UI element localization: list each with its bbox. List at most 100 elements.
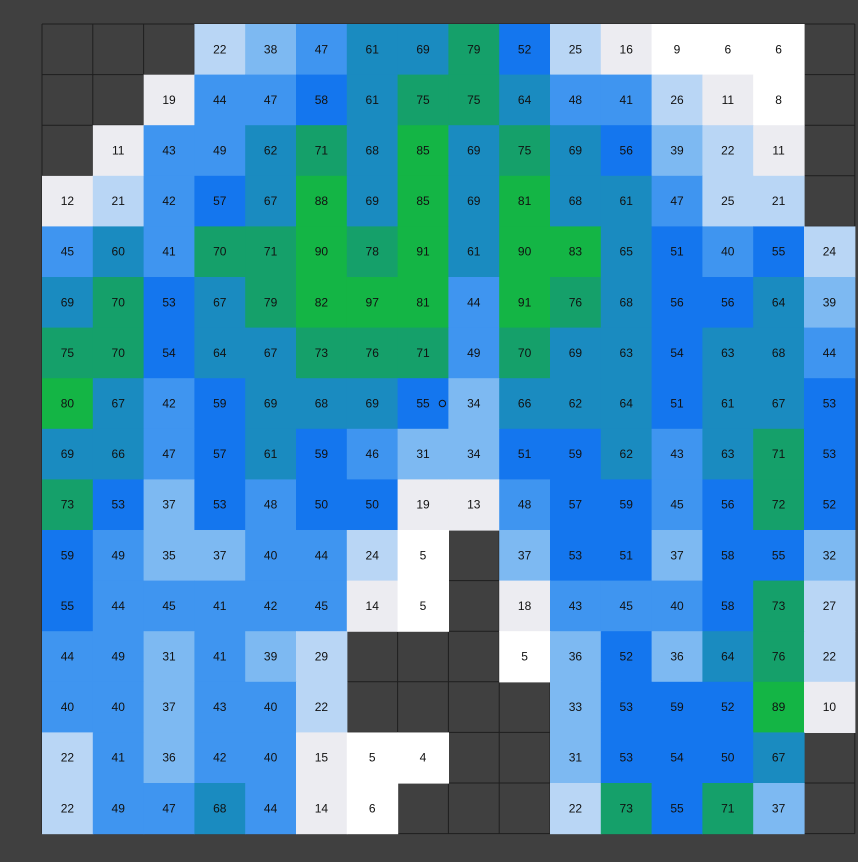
cell-value-label: 68 <box>772 346 786 360</box>
cell-value-label: 27 <box>823 599 837 613</box>
heatmap-cell <box>346 378 399 430</box>
heatmap-cell <box>92 631 145 683</box>
heatmap-cell <box>550 732 602 784</box>
marker-circle <box>438 399 447 408</box>
cell-value-label: 63 <box>620 346 634 360</box>
cell-value-label: 64 <box>620 397 634 411</box>
heatmap-cell <box>245 74 297 126</box>
cell-value-label: 5 <box>420 599 427 613</box>
cell-value-label: 55 <box>772 245 786 259</box>
cell-value-label: 64 <box>721 650 735 664</box>
cell-value-label: 69 <box>366 194 380 208</box>
heatmap-cell <box>804 327 856 379</box>
heatmap-cell <box>550 580 602 632</box>
cell-value-label: 32 <box>823 548 837 562</box>
cell-value-label: 40 <box>264 751 278 765</box>
cell-value-label: 79 <box>467 42 481 56</box>
heatmap-cell <box>397 24 449 76</box>
heatmap-cell <box>194 783 246 835</box>
cell-value-label: 37 <box>772 801 786 815</box>
heatmap-cell <box>194 428 246 480</box>
cell-value-label: 59 <box>61 548 75 562</box>
cell-value-label: 47 <box>162 447 176 461</box>
cell-value-label: 56 <box>721 498 735 512</box>
cell-value-label: 59 <box>213 397 227 411</box>
heatmap-cell <box>346 428 399 480</box>
heatmap-cell <box>550 175 602 227</box>
cell-value-label: 68 <box>315 397 329 411</box>
heatmap-cell <box>296 732 348 784</box>
cell-value-label: 56 <box>721 295 735 309</box>
heatmap-cell <box>296 580 348 632</box>
cell-value-label: 91 <box>518 295 532 309</box>
heatmap-cell <box>296 24 348 76</box>
heatmap-cell <box>804 378 856 430</box>
heatmap-cell <box>804 226 856 278</box>
cell-value-label: 71 <box>264 245 278 259</box>
heatmap-cell <box>600 732 653 784</box>
heatmap-cell <box>143 479 195 531</box>
cell-value-label: 31 <box>162 650 176 664</box>
heatmap-cell <box>194 327 246 379</box>
cell-value-label: 47 <box>162 801 176 815</box>
heatmap-cell <box>397 175 449 227</box>
heatmap-cell <box>397 74 449 126</box>
cell-value-label: 69 <box>569 144 583 158</box>
cell-value-label: 80 <box>61 397 75 411</box>
heatmap-cell <box>92 277 145 329</box>
heatmap-cell <box>346 327 399 379</box>
heatmap-cell <box>753 631 805 683</box>
cell-value-label: 63 <box>721 346 735 360</box>
heatmap-cell <box>702 226 754 278</box>
cell-value-label: 81 <box>518 194 532 208</box>
cell-value-label: 68 <box>213 801 227 815</box>
heatmap-cell <box>753 428 805 480</box>
cell-value-label: 55 <box>416 397 430 411</box>
heatmap-cell <box>346 580 399 632</box>
cell-value-label: 55 <box>772 548 786 562</box>
heatmap-cell <box>296 125 348 177</box>
cell-value-label: 22 <box>61 751 75 765</box>
heatmap-cell <box>753 277 805 329</box>
cell-value-label: 70 <box>112 346 126 360</box>
cell-value-label: 64 <box>213 346 227 360</box>
heatmap-cell <box>550 24 602 76</box>
cell-value-label: 49 <box>112 548 126 562</box>
heatmap-cell <box>245 580 297 632</box>
cell-value-label: 22 <box>61 801 75 815</box>
heatmap-cell <box>42 277 94 329</box>
cell-value-label: 24 <box>823 245 837 259</box>
heatmap-cell <box>702 74 754 126</box>
cell-value-label: 53 <box>569 548 583 562</box>
heatmap-cell <box>42 479 94 531</box>
cell-value-label: 40 <box>112 700 126 714</box>
cell-value-label: 68 <box>569 194 583 208</box>
heatmap-cell <box>702 479 754 531</box>
heatmap-cell <box>753 327 805 379</box>
heatmap-cell <box>448 24 500 76</box>
heatmap-cell <box>296 530 348 582</box>
cell-value-label: 69 <box>467 144 481 158</box>
cell-value-label: 66 <box>518 397 532 411</box>
heatmap-cell <box>92 580 145 632</box>
cell-value-label: 67 <box>772 397 786 411</box>
heatmap-cell <box>245 783 297 835</box>
heatmap-cell <box>143 74 195 126</box>
cell-value-label: 59 <box>569 447 583 461</box>
cell-value-label: 18 <box>518 599 532 613</box>
cell-value-label: 44 <box>61 650 75 664</box>
heatmap-cell <box>92 175 145 227</box>
cell-value-label: 75 <box>518 144 532 158</box>
heatmap-cell <box>397 226 449 278</box>
cell-value-label: 54 <box>670 751 684 765</box>
cell-value-label: 51 <box>620 548 634 562</box>
cell-value-label: 36 <box>569 650 583 664</box>
cell-value-label: 85 <box>416 194 430 208</box>
heatmap-cell <box>42 175 94 227</box>
cell-value-label: 43 <box>162 144 176 158</box>
cell-value-label: 24 <box>366 548 380 562</box>
heatmap-cell <box>296 226 348 278</box>
heatmap-cell <box>92 226 145 278</box>
cell-value-label: 43 <box>213 700 227 714</box>
cell-value-label: 62 <box>569 397 583 411</box>
